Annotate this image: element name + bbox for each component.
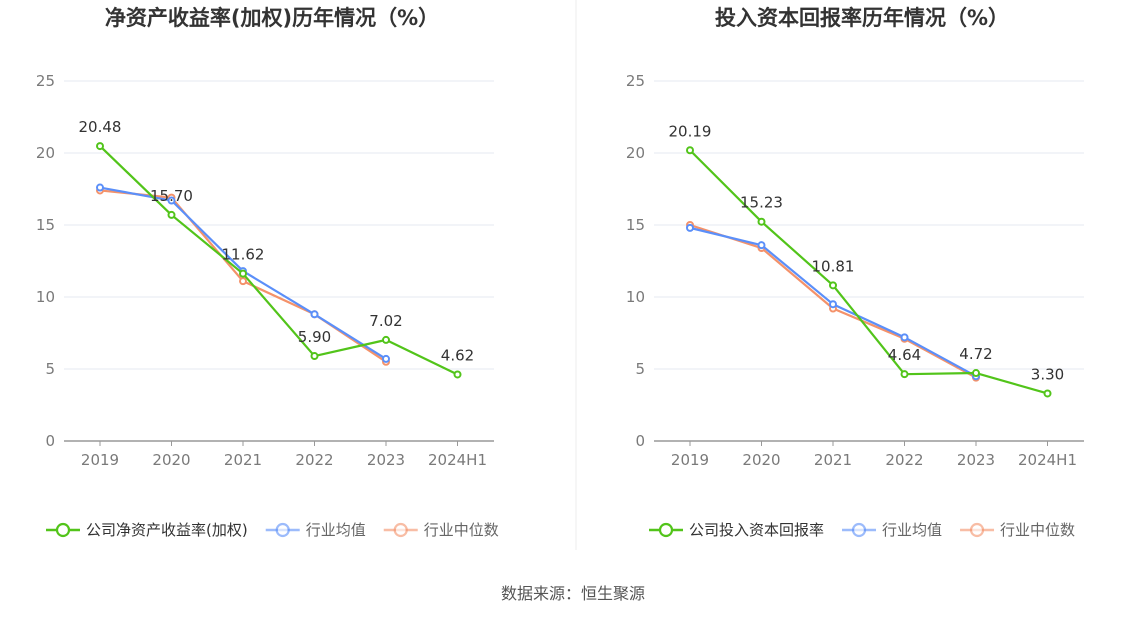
legend-swatch-marker bbox=[275, 522, 290, 538]
legend-label: 公司投入资本回报率 bbox=[689, 521, 824, 539]
y-tick-label: 20 bbox=[36, 144, 55, 162]
legend-label: 公司净资产收益率(加权) bbox=[86, 521, 248, 539]
legend-label: 行业均值 bbox=[882, 521, 942, 539]
legend-item-average: 行业均值 bbox=[842, 521, 942, 539]
legend-label: 行业中位数 bbox=[424, 521, 499, 539]
data-point-average bbox=[382, 354, 390, 363]
x-tick-label: 2022 bbox=[885, 451, 923, 469]
data-label: 4.62 bbox=[441, 346, 474, 364]
legend-item-company: 公司投入资本回报率 bbox=[649, 521, 824, 539]
data-label: 7.02 bbox=[369, 312, 402, 330]
x-tick-label: 2022 bbox=[295, 451, 333, 469]
y-tick-label: 25 bbox=[36, 72, 55, 90]
y-tick-label: 0 bbox=[45, 432, 55, 450]
data-label: 15.70 bbox=[150, 187, 193, 205]
legend-swatch-marker bbox=[969, 522, 985, 538]
y-tick-label: 15 bbox=[36, 216, 55, 234]
data-point-company bbox=[310, 352, 319, 361]
x-tick-label: 2020 bbox=[152, 451, 190, 469]
data-point-company bbox=[972, 369, 980, 378]
y-tick-label: 5 bbox=[45, 360, 55, 378]
data-point-average bbox=[96, 183, 104, 192]
data-point-average bbox=[829, 300, 837, 309]
data-label: 15.23 bbox=[740, 194, 783, 212]
data-label: 20.19 bbox=[669, 122, 712, 140]
x-tick-label: 2021 bbox=[224, 451, 262, 469]
legend-item-company: 公司净资产收益率(加权) bbox=[46, 521, 248, 539]
legend-swatch-marker bbox=[55, 522, 71, 538]
data-point-company bbox=[829, 281, 837, 290]
y-tick-label: 15 bbox=[626, 216, 645, 234]
x-tick-label: 2023 bbox=[367, 451, 405, 469]
series-line-company bbox=[689, 149, 1048, 395]
data-label: 3.30 bbox=[1031, 365, 1064, 383]
legend-label: 行业均值 bbox=[306, 521, 366, 539]
data-point-average bbox=[686, 223, 694, 232]
data-point-company bbox=[757, 217, 766, 226]
data-point-company bbox=[900, 370, 909, 379]
data-point-average bbox=[310, 310, 319, 319]
roic-chart: 投入资本回报率历年情况（%） 0 5 10 15 20 25 2019 2020 2021 2022… bbox=[626, 6, 1084, 539]
data-point-company bbox=[96, 142, 104, 151]
data-label: 10.81 bbox=[812, 257, 855, 275]
y-tick-label: 0 bbox=[635, 432, 645, 450]
data-label: 5.90 bbox=[298, 328, 331, 346]
x-tick-label: 2021 bbox=[814, 451, 852, 469]
legend-item-median: 行业中位数 bbox=[383, 521, 499, 539]
x-tick-label: 2020 bbox=[742, 451, 780, 469]
legend-label: 行业中位数 bbox=[1000, 521, 1075, 539]
y-tick-label: 25 bbox=[626, 72, 645, 90]
y-tick-label: 20 bbox=[626, 144, 645, 162]
legend-swatch-marker bbox=[658, 522, 674, 538]
chart-title: 净资产收益率(加权)历年情况（%） bbox=[105, 6, 439, 30]
roe-chart: 净资产收益率(加权)历年情况（%） 0 5 10 15 20 25 2019 2020 2021 2… bbox=[36, 6, 499, 539]
data-point-company bbox=[453, 370, 462, 379]
chart-title: 投入资本回报率历年情况（%） bbox=[715, 6, 1009, 30]
y-tick-label: 5 bbox=[635, 360, 645, 378]
x-tick-label: 2024H1 bbox=[428, 451, 487, 469]
x-tick-label: 2024H1 bbox=[1018, 451, 1077, 469]
x-tick-label: 2019 bbox=[671, 451, 709, 469]
legend-swatch-marker bbox=[851, 522, 867, 538]
data-point-median bbox=[239, 277, 247, 286]
x-tick-label: 2023 bbox=[957, 451, 995, 469]
data-point-average bbox=[757, 241, 766, 250]
data-point-company bbox=[382, 335, 390, 344]
data-label: 11.62 bbox=[222, 246, 265, 264]
y-tick-label: 10 bbox=[626, 288, 645, 306]
x-tick-label: 2019 bbox=[81, 451, 119, 469]
data-point-average bbox=[900, 333, 909, 342]
data-label: 20.48 bbox=[79, 118, 122, 136]
data-label: 4.64 bbox=[888, 346, 921, 364]
legend-item-median: 行业中位数 bbox=[960, 521, 1075, 539]
data-point-company bbox=[686, 146, 694, 155]
data-label: 4.72 bbox=[959, 345, 992, 363]
data-source: 数据来源：恒生聚源 bbox=[501, 584, 645, 603]
series-line-company bbox=[99, 145, 458, 376]
data-point-average bbox=[167, 196, 176, 205]
data-point-company bbox=[1043, 389, 1052, 398]
y-tick-label: 10 bbox=[36, 288, 55, 306]
data-point-company bbox=[167, 210, 176, 219]
data-point-company bbox=[239, 269, 247, 278]
legend-swatch-marker bbox=[393, 522, 408, 538]
legend-item-average: 行业均值 bbox=[265, 521, 366, 539]
